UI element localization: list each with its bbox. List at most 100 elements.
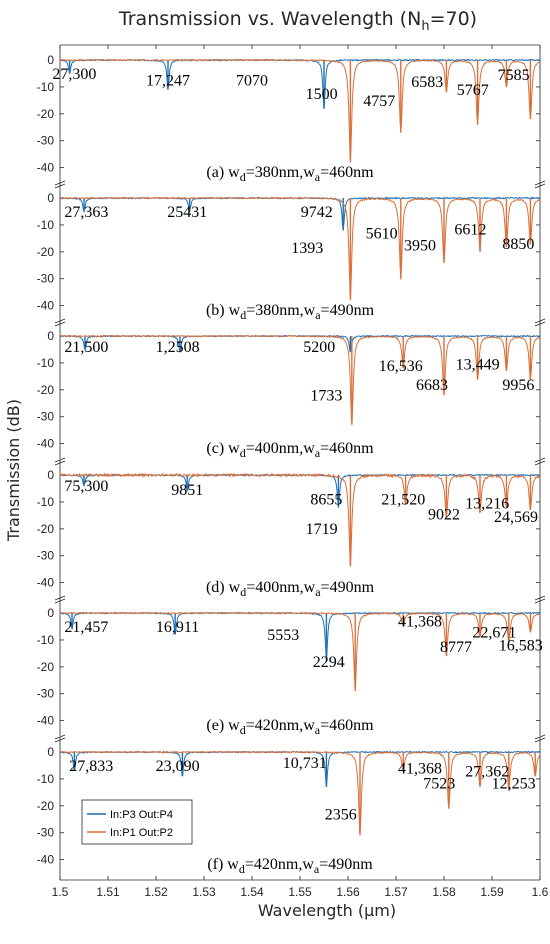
axis-break-mark — [534, 183, 546, 189]
panel-caption-part: d — [239, 862, 245, 876]
x-tick-label: 1.59 — [480, 885, 504, 899]
chart-title-end: =70) — [430, 8, 478, 30]
q-factor-label: 27,362 — [465, 763, 509, 780]
legend-label-p3p4: In:P3 Out:P4 — [110, 809, 173, 821]
q-factor-label: 4757 — [363, 93, 395, 110]
q-factor-label: 7070 — [236, 73, 268, 90]
axis-break-mark — [54, 318, 66, 324]
legend: In:P3 Out:P4 In:P1 Out:P2 — [81, 799, 193, 845]
y-tick-label: 0 — [47, 606, 54, 620]
panel-caption-part: =380nm,w — [246, 302, 315, 319]
q-factor-label: 23,090 — [156, 758, 200, 775]
q-factor-label: 3950 — [404, 238, 436, 255]
panel-caption-part: =460nm — [320, 164, 374, 181]
q-factor-label: 7585 — [498, 67, 530, 84]
axis-break-mark — [54, 460, 66, 466]
x-tick-label: 1.55 — [288, 885, 312, 899]
panel-e: 0 -10 -20 -30 -40 21,457 16,911 5553 2294 41,368 8… — [37, 595, 546, 737]
series-line-p1p2 — [59, 334, 541, 423]
q-factor-label: 9851 — [171, 482, 203, 499]
y-tick-label: -10 — [37, 495, 55, 509]
panel-caption-part: =420nm,w — [245, 856, 314, 873]
panel-caption: (e) wd=420nm,wa=460nm — [206, 717, 374, 737]
panel-caption-part: d — [240, 723, 246, 737]
y-tick-label: -40 — [37, 576, 55, 590]
y-tick-label: -30 — [37, 687, 55, 701]
q-factor-label: 2356 — [325, 806, 357, 823]
x-tick-label: 1.5 — [52, 885, 69, 899]
q-factor-label: 9022 — [428, 506, 460, 523]
y-tick-label: -30 — [37, 134, 55, 148]
q-factor-label: 16,583 — [499, 638, 543, 655]
panel-caption-part: =490nm — [319, 856, 373, 873]
q-factor-label: 21,457 — [64, 619, 108, 636]
y-tick-label: -40 — [37, 161, 55, 175]
chart-title-subscript: h — [421, 19, 429, 34]
q-factor-label: 6612 — [454, 221, 486, 238]
q-factor-label: 1,2508 — [156, 339, 200, 356]
panel-a: 0 -10 -20 -30 -40 27,300 17,247 7070 1500 4757 658… — [37, 45, 541, 184]
q-factor-label: 41,368 — [398, 761, 442, 778]
series-line-p1p2 — [59, 196, 541, 298]
y-tick-label: -10 — [37, 356, 55, 370]
axis-break-mark — [54, 734, 66, 740]
panel-caption-part: a — [315, 170, 321, 184]
q-factor-label: 6683 — [416, 377, 448, 394]
q-factor-label: 9742 — [301, 204, 333, 221]
axis-break-mark — [534, 737, 546, 743]
panel-f: 0 -10 -20 -30 -40 27,833 23,090 10,731 2356 41,36… — [37, 734, 546, 876]
y-tick-label: -40 — [37, 714, 55, 728]
panel-caption: (f) wd=420nm,wa=490nm — [207, 856, 373, 876]
panel-caption: (d) wd=400nm,wa=490nm — [206, 579, 375, 599]
q-factor-label: 9956 — [502, 377, 534, 394]
q-factor-label: 21,520 — [381, 492, 425, 509]
q-factor-label: 27,363 — [64, 204, 108, 221]
panel-b: 0 -10 -20 -30 -40 27,363 25431 9742 1393 5610 3950… — [37, 180, 546, 322]
q-factor-label: 25431 — [167, 204, 207, 221]
axis-break-mark — [534, 595, 546, 601]
panel-caption-part: a — [315, 723, 321, 737]
panel-caption-part: (b) w — [206, 302, 241, 319]
y-tick-label: 0 — [47, 53, 54, 67]
y-tick-label: -10 — [37, 772, 55, 786]
y-tick-label: -20 — [37, 245, 55, 259]
y-axis-label: Transmission (dB) — [4, 399, 23, 542]
panel-caption-part: (f) w — [207, 856, 239, 873]
x-axis-label: Wavelength (μm) — [258, 901, 396, 920]
legend-label-p1p2: In:P1 Out:P2 — [110, 827, 173, 839]
x-tick-label: 1.56 — [336, 885, 360, 899]
panel-caption: (a) wd=380nm,wa=460nm — [206, 164, 374, 184]
y-tick-label: -20 — [37, 383, 55, 397]
x-tick-label: 1.52 — [144, 885, 168, 899]
panel-caption-part: =420nm,w — [246, 717, 315, 734]
panel-d: 0 -10 -20 -30 -40 75,300 9851 8655 1719 21,520902… — [37, 457, 546, 599]
q-factor-label: 1733 — [310, 388, 342, 405]
y-tick-label: 0 — [47, 191, 54, 205]
q-factor-label: 2294 — [313, 654, 345, 671]
y-tick-label: 0 — [47, 745, 54, 759]
q-factor-label: 75,300 — [64, 478, 108, 495]
panel-caption-part: =400nm,w — [246, 440, 315, 457]
x-tick-label: 1.6 — [532, 885, 549, 899]
q-factor-label: 1719 — [306, 521, 338, 538]
q-factor-label: 41,368 — [398, 614, 442, 631]
y-tick-label: -20 — [37, 660, 55, 674]
y-tick-label: -10 — [37, 80, 55, 94]
q-factor-label: 27,833 — [69, 758, 113, 775]
q-factor-label: 27,300 — [52, 66, 96, 83]
q-factor-label: 7523 — [423, 775, 455, 792]
axis-break-mark — [534, 318, 546, 324]
panel-caption-part: d — [240, 170, 246, 184]
q-factor-label: 24,569 — [494, 509, 538, 526]
q-factor-label: 8655 — [310, 492, 342, 509]
series-line-p1p2 — [59, 58, 541, 159]
panel-caption-part: =460nm — [320, 440, 374, 457]
q-factor-label: 6583 — [411, 74, 443, 91]
legend-box — [81, 799, 193, 845]
axis-break-mark — [534, 321, 546, 327]
x-axis-ticks: 1.5 1.51 1.52 1.53 1.54 1.55 1.56 1.57 1.58 1.59 1… — [52, 44, 549, 899]
q-factor-label: 8777 — [440, 639, 472, 656]
axis-break-mark — [54, 180, 66, 186]
x-tick-label: 1.58 — [432, 885, 456, 899]
